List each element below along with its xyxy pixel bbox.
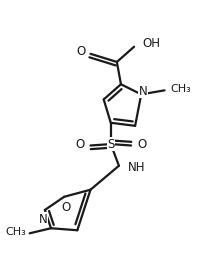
Text: O: O: [137, 138, 146, 151]
Text: S: S: [107, 138, 115, 151]
Text: O: O: [77, 45, 86, 58]
Text: OH: OH: [143, 37, 161, 50]
Text: N: N: [139, 85, 148, 98]
Text: CH₃: CH₃: [5, 227, 26, 237]
Text: N: N: [38, 213, 47, 226]
Text: CH₃: CH₃: [171, 84, 191, 94]
Text: O: O: [61, 201, 70, 214]
Text: NH: NH: [128, 161, 146, 174]
Text: O: O: [75, 138, 84, 151]
